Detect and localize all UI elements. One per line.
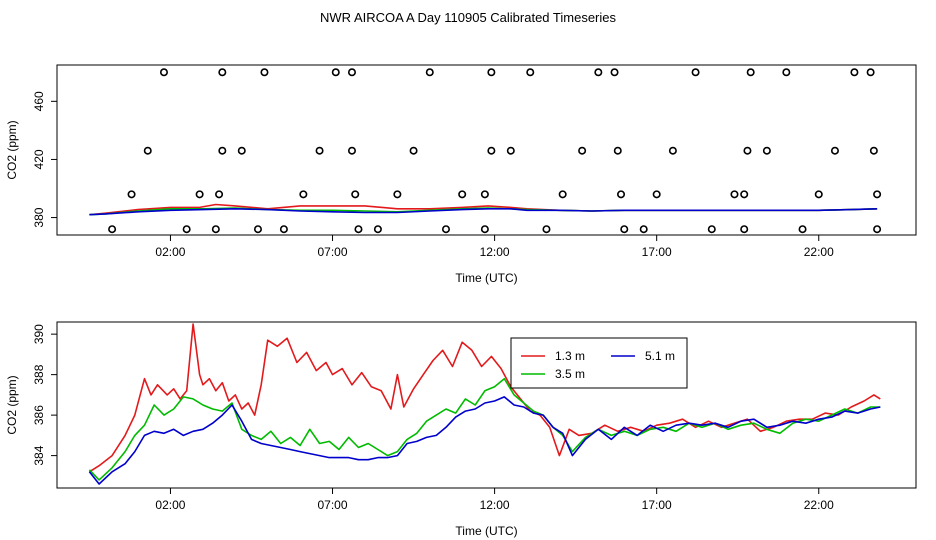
scatter-point xyxy=(299,190,308,199)
scatter-point xyxy=(487,146,496,155)
series-line-5-1-m xyxy=(89,208,878,216)
y-tick-label: 460 xyxy=(32,91,46,111)
plot-area xyxy=(88,323,881,485)
scatter-point xyxy=(237,146,246,155)
scatter-point xyxy=(746,68,755,77)
x-tick-label: 12:00 xyxy=(480,245,510,259)
scatter-point xyxy=(850,68,859,77)
legend-label: 3.5 m xyxy=(555,367,585,381)
scatter-point xyxy=(740,190,749,199)
scatter-point xyxy=(830,146,839,155)
y-tick-label: 384 xyxy=(32,445,46,465)
scatter-point xyxy=(347,68,356,77)
plot-frame xyxy=(56,321,917,489)
x-tick-label: 02:00 xyxy=(155,245,185,259)
scatter-point xyxy=(798,225,807,234)
x-tick-label: 12:00 xyxy=(480,498,510,512)
scatter-point xyxy=(578,146,587,155)
x-tick-label: 02:00 xyxy=(155,498,185,512)
scatter-point xyxy=(873,225,882,234)
scatter-point xyxy=(108,225,117,234)
scatter-point xyxy=(195,190,204,199)
legend: 1.3 m 5.1 m 3.5 m xyxy=(510,337,688,389)
legend-label: 5.1 m xyxy=(645,349,675,363)
scatter-point xyxy=(620,225,629,234)
scatter-point xyxy=(409,146,418,155)
scatter-point xyxy=(143,146,152,155)
scatter-point xyxy=(866,68,875,77)
scatter-point xyxy=(480,190,489,199)
series-line-5-1-m xyxy=(88,396,881,485)
series-line-3-5-m xyxy=(88,377,881,481)
scatter-point xyxy=(558,190,567,199)
scatter-point xyxy=(159,68,168,77)
x-axis-label: Time (UTC) xyxy=(455,524,517,538)
legend-label: 1.3 m xyxy=(555,349,585,363)
scatter-point xyxy=(458,190,467,199)
chart-title: NWR AIRCOA A Day 110905 Calibrated Times… xyxy=(320,10,616,25)
y-tick-label: 420 xyxy=(32,149,46,169)
scatter-point xyxy=(347,146,356,155)
scatter-point xyxy=(215,190,224,199)
bottom-panel-line: 02:00 07:00 12:00 17:00 22:00 Time (UTC) 384 38… xyxy=(5,321,917,538)
x-tick-label: 17:00 xyxy=(642,498,672,512)
scatter-point xyxy=(218,68,227,77)
scatter-point xyxy=(814,190,823,199)
scatter-point xyxy=(315,146,324,155)
scatter-point xyxy=(594,68,603,77)
scatter-point xyxy=(253,225,262,234)
scatter-point xyxy=(506,146,515,155)
x-tick-label: 07:00 xyxy=(318,245,348,259)
scatter-point xyxy=(762,146,771,155)
scatter-point xyxy=(526,68,535,77)
scatter-point xyxy=(373,225,382,234)
scatter-point xyxy=(613,146,622,155)
scatter-point xyxy=(617,190,626,199)
scatter-point xyxy=(480,225,489,234)
scatter-point xyxy=(351,190,360,199)
y-tick-label: 380 xyxy=(32,207,46,227)
plot-area xyxy=(89,68,882,234)
scatter-point xyxy=(542,225,551,234)
x-axis-label: Time (UTC) xyxy=(455,271,517,285)
scatter-point xyxy=(730,190,739,199)
scatter-point xyxy=(782,68,791,77)
scatter-point xyxy=(610,68,619,77)
scatter-point xyxy=(354,225,363,234)
scatter-point xyxy=(393,190,402,199)
scatter-point xyxy=(211,225,220,234)
scatter-point xyxy=(873,190,882,199)
y-axis-label: CO2 (ppm) xyxy=(5,375,19,434)
scatter-point xyxy=(707,225,716,234)
y-tick-label: 390 xyxy=(32,324,46,344)
scatter-point xyxy=(260,68,269,77)
y-axis-label: CO2 (ppm) xyxy=(5,120,19,179)
scatter-point xyxy=(441,225,450,234)
legend-box xyxy=(510,337,688,389)
scatter-point xyxy=(487,68,496,77)
x-tick-label: 07:00 xyxy=(318,498,348,512)
scatter-point xyxy=(691,68,700,77)
scatter-point xyxy=(331,68,340,77)
scatter-point xyxy=(127,190,136,199)
scatter-point xyxy=(668,146,677,155)
x-tick-label: 22:00 xyxy=(804,498,834,512)
x-tick-label: 17:00 xyxy=(642,245,672,259)
scatter-point xyxy=(425,68,434,77)
scatter-point xyxy=(279,225,288,234)
scatter-point xyxy=(652,190,661,199)
top-panel-scatter: 02:00 07:00 12:00 17:00 22:00 Time (UTC) 380 42… xyxy=(5,64,917,285)
scatter-point xyxy=(639,225,648,234)
x-tick-label: 22:00 xyxy=(804,245,834,259)
y-tick-label: 386 xyxy=(32,405,46,425)
scatter-point xyxy=(743,146,752,155)
series-line-1-3-m xyxy=(88,323,881,473)
scatter-point xyxy=(740,225,749,234)
y-tick-label: 388 xyxy=(32,364,46,384)
scatter-point xyxy=(182,225,191,234)
scatter-point xyxy=(869,146,878,155)
scatter-point xyxy=(218,146,227,155)
